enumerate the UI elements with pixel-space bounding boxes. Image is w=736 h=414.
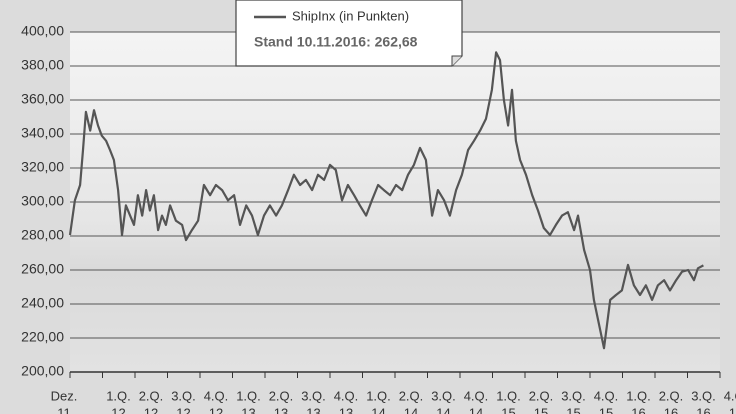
x-tick-label: 1.Q.	[626, 388, 651, 403]
x-tick-label: 2.Q.	[139, 388, 164, 403]
x-tick-year: 14	[469, 405, 483, 414]
x-tick-label: 3.Q.	[561, 388, 586, 403]
y-tick-label: 200,00	[21, 363, 64, 379]
x-tick-label: 3.Q.	[171, 388, 196, 403]
x-tick-label: 2.Q.	[399, 388, 424, 403]
x-tick-year: 16	[631, 405, 645, 414]
y-tick-label: 300,00	[21, 193, 64, 209]
y-tick-label: 260,00	[21, 261, 64, 277]
x-tick-year: 14	[404, 405, 418, 414]
x-tick-label: 4.Q.	[594, 388, 619, 403]
y-tick-label: 220,00	[21, 329, 64, 345]
x-tick-year: 13	[339, 405, 353, 414]
x-tick-year: 14	[371, 405, 385, 414]
x-tick-year: 13	[306, 405, 320, 414]
x-tick-label: 3.Q.	[301, 388, 326, 403]
x-tick-year: 15	[599, 405, 613, 414]
x-tick-label: Dez.	[51, 388, 78, 403]
annotation: Stand 10.11.2016: 262,68	[254, 34, 418, 50]
x-tick-year: 12	[209, 405, 223, 414]
x-tick-label: 2.Q.	[659, 388, 684, 403]
y-tick-label: 360,00	[21, 91, 64, 107]
x-tick-year: 11	[57, 405, 71, 414]
x-tick-label: 4.Q.	[464, 388, 489, 403]
x-tick-label: 4.Q.	[204, 388, 229, 403]
x-tick-label: 1.Q.	[366, 388, 391, 403]
y-tick-label: 380,00	[21, 57, 64, 73]
y-tick-label: 280,00	[21, 227, 64, 243]
x-tick-label: 1.Q.	[106, 388, 131, 403]
y-tick-label: 320,00	[21, 159, 64, 175]
legend: ShipInx (in Punkten) Stand 10.11.2016: 2…	[235, 0, 463, 67]
x-tick-label: 2.Q.	[529, 388, 554, 403]
y-tick-label: 400,00	[21, 23, 64, 39]
x-tick-label: 2.Q.	[269, 388, 294, 403]
legend-fold	[451, 55, 462, 66]
x-tick-year: 16	[729, 405, 736, 414]
x-tick-label: 1.Q.	[236, 388, 261, 403]
x-tick-year: 12	[144, 405, 158, 414]
x-tick-year: 15	[534, 405, 548, 414]
x-tick-label: 4.Q.	[334, 388, 359, 403]
x-tick-year: 13	[241, 405, 255, 414]
x-tick-year: 16	[664, 405, 678, 414]
x-tick-label: 4.Q.	[724, 388, 736, 403]
x-tick-year: 16	[696, 405, 710, 414]
x-tick-label: 3.Q.	[431, 388, 456, 403]
x-tick-year: 15	[501, 405, 515, 414]
x-tick-year: 12	[111, 405, 125, 414]
series-line	[68, 51, 704, 350]
x-tick-year: 14	[436, 405, 450, 414]
x-tick-year: 12	[176, 405, 190, 414]
x-tick-label: 1.Q.	[496, 388, 521, 403]
y-tick-label: 240,00	[21, 295, 64, 311]
x-tick-year: 13	[274, 405, 288, 414]
y-tick-label: 340,00	[21, 125, 64, 141]
x-tick-label: 3.Q.	[691, 388, 716, 403]
x-tick-year: 15	[566, 405, 580, 414]
legend-label: ShipInx (in Punkten)	[292, 8, 409, 23]
